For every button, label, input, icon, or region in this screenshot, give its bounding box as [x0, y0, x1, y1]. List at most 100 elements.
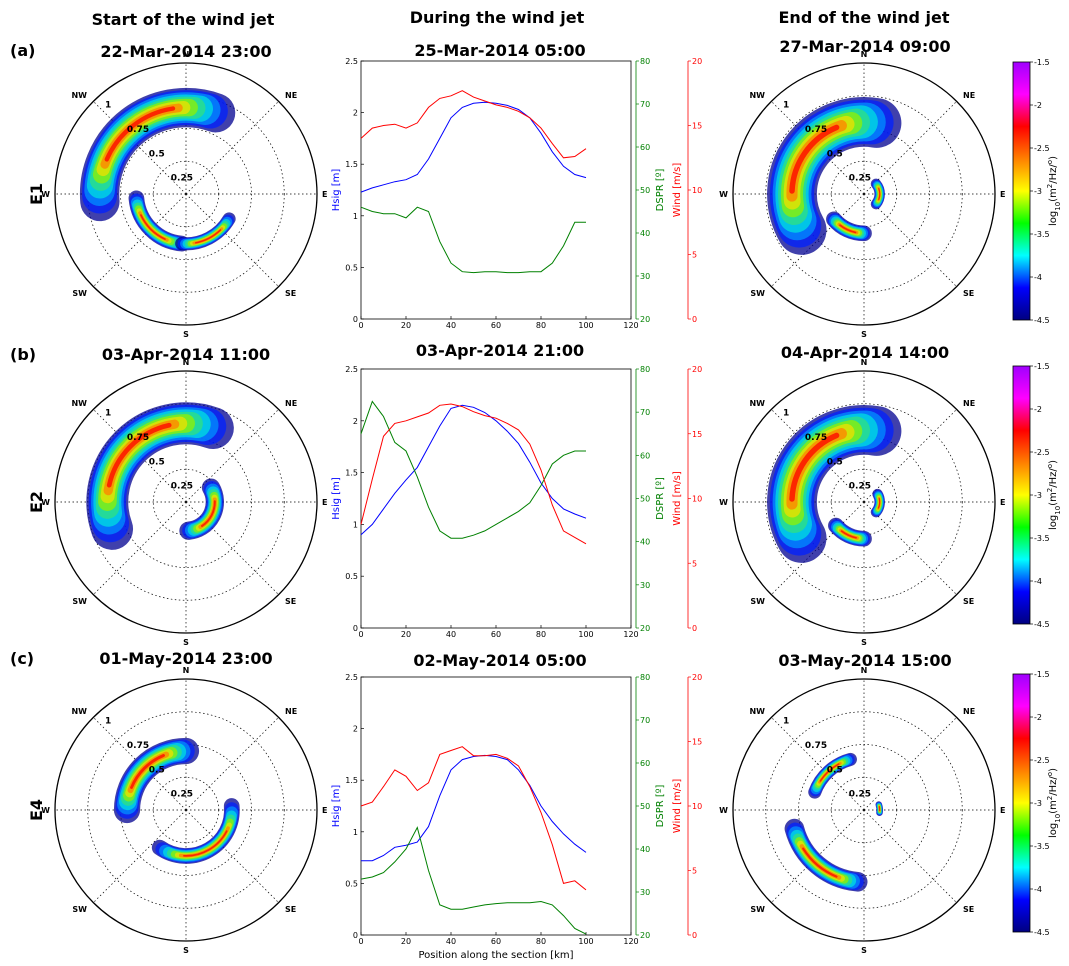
- polar-direction-label: W: [719, 190, 728, 199]
- polar-spoke: [93, 501, 187, 595]
- colorbar: -1.5 -2 -2.5 -3 -3.5 -4 -4.5 log10(m2/Hz/o): [1012, 58, 1062, 325]
- polar-ring-label: 0.75: [127, 741, 149, 751]
- polar-spoke: [863, 501, 957, 595]
- dspr-tick-label: 70: [640, 716, 650, 725]
- wind-line: [360, 403, 587, 545]
- dspr-tick-label: 40: [640, 229, 650, 238]
- wind-tick-label: 15: [692, 738, 702, 747]
- polar-plot: N NE E SE S SW W NW 1 0.75 0.5 0.25: [41, 50, 327, 339]
- hsig-tick-label: 1.5: [345, 160, 358, 169]
- polar-ring-label: 0.75: [805, 741, 827, 751]
- colorbar-label-part: /Hz/: [1048, 776, 1059, 796]
- polar-direction-label: NW: [71, 399, 87, 408]
- region-label-e2: E2: [27, 491, 46, 513]
- x-tick-label: 40: [446, 937, 456, 946]
- polar-direction-label: NE: [963, 707, 975, 716]
- colorbar-tick-label: -4: [1034, 273, 1042, 282]
- wind-tick-label: 10: [692, 186, 702, 195]
- polar-direction-label: NW: [71, 707, 87, 716]
- polar-direction-label: NE: [285, 707, 297, 716]
- polar-spoke: [863, 193, 957, 287]
- x-tick-label: 80: [536, 937, 546, 946]
- polar-direction-label: S: [183, 638, 189, 647]
- colorbar-label-part: log: [1048, 515, 1059, 530]
- wind-tick-label: 15: [692, 122, 702, 131]
- colorbar: -1.5 -2 -2.5 -3 -3.5 -4 -4.5 log10(m2/Hz/o): [1012, 362, 1062, 629]
- colorbar-label-part: log: [1048, 823, 1059, 838]
- wind-tick-label: 20: [692, 673, 702, 682]
- polar-ring-label: 0.5: [827, 765, 843, 775]
- x-tick-label: 80: [536, 321, 546, 330]
- polar-direction-label: SW: [750, 905, 765, 914]
- polar-ring: [54, 370, 318, 634]
- colorbar-label-part: o: [1046, 160, 1054, 164]
- dspr-tick-label: 50: [640, 186, 650, 195]
- polar-spoke: [185, 809, 279, 903]
- colorbar-label-part: 2: [1046, 184, 1054, 188]
- polar-ring-label: 0.75: [805, 433, 827, 443]
- colorbar-label-part: o: [1046, 464, 1054, 468]
- colorbar-label: log10(m2/Hz/o): [1046, 460, 1062, 530]
- polar-ring-label: 1: [783, 717, 789, 727]
- polar-ring-label: 0.25: [171, 482, 193, 492]
- colorbar-tick-label: -2: [1034, 405, 1042, 414]
- hsig-tick-label: 2.5: [345, 365, 358, 374]
- polar-ring: [732, 678, 996, 942]
- polar-direction-label: NE: [285, 399, 297, 408]
- x-tick-label: 80: [536, 630, 546, 639]
- wind-tick-label: 10: [692, 495, 702, 504]
- polar-ring-label: 1: [105, 409, 111, 419]
- spectrum-contour-band: [130, 754, 165, 789]
- polar-direction-label: E: [322, 498, 327, 507]
- dspr-tick-label: 60: [640, 143, 650, 152]
- colorbar-label-part: /Hz/: [1048, 164, 1059, 184]
- polar-direction-label: SW: [750, 597, 765, 606]
- dspr-tick-label: 40: [640, 538, 650, 547]
- colorbar-tick-label: -4.5: [1034, 928, 1050, 937]
- spectrum-contour-band: [789, 124, 840, 194]
- hsig-tick-label: 1: [353, 212, 358, 221]
- region-label-e4: E4: [27, 799, 46, 821]
- title-c-end: 03-May-2014 15:00: [778, 651, 951, 670]
- region-label-e1: E1: [27, 183, 46, 205]
- wind-tick-label: 5: [692, 559, 697, 568]
- colorbar-tick-label: -1.5: [1034, 362, 1050, 371]
- colorbar-label-part: 2: [1046, 488, 1054, 492]
- polar-direction-label: SE: [963, 597, 974, 606]
- colorbar-tick-label: -1.5: [1034, 670, 1050, 679]
- hsig-tick-label: 2: [353, 109, 358, 118]
- polar-ring-label: 1: [783, 409, 789, 419]
- hsig-tick-label: 0.5: [345, 572, 358, 581]
- colorbar-label-part: /Hz/: [1048, 468, 1059, 488]
- polar-ring-label: 0.25: [171, 174, 193, 184]
- hsig-line: [361, 754, 587, 862]
- dspr-tick-label: 20: [640, 315, 650, 324]
- colorbar-label-part: (m: [1048, 492, 1059, 506]
- colorbar-label-part: ): [1048, 768, 1059, 772]
- polar-direction-label: NE: [285, 91, 297, 100]
- x-tick-label: 20: [401, 321, 411, 330]
- polar-plot: N NE E SE S SW W NW 1 0.75 0.5 0.25: [719, 666, 1005, 955]
- polar-direction-label: SE: [285, 597, 296, 606]
- colorbar-label-part: log: [1048, 211, 1059, 226]
- polar-direction-label: W: [41, 498, 50, 507]
- polar-direction-label: W: [41, 806, 50, 815]
- colorbar-tick-label: -1.5: [1034, 58, 1050, 67]
- wind-tick-label: 20: [692, 57, 702, 66]
- colorbar-tick-label: -2.5: [1034, 144, 1050, 153]
- colorbar-tick-label: -2: [1034, 713, 1042, 722]
- dspr-line: [360, 400, 586, 539]
- dspr-tick-label: 60: [640, 759, 650, 768]
- polar-spoke: [771, 717, 865, 811]
- x-tick-label: 40: [446, 321, 456, 330]
- colorbar-tick-label: -3.5: [1034, 230, 1050, 239]
- polar-ring-label: 0.25: [849, 482, 871, 492]
- polar-ring: [54, 678, 318, 942]
- hsig-tick-label: 2: [353, 417, 358, 426]
- polar-ring-label: 0.75: [127, 125, 149, 135]
- hsig-tick-label: 2.5: [345, 673, 358, 682]
- title-b-during: 03-Apr-2014 21:00: [416, 341, 584, 360]
- polar-direction-label: SW: [72, 597, 87, 606]
- polar-plot: N NE E SE S SW W NW 1 0.75 0.5 0.25: [41, 358, 327, 647]
